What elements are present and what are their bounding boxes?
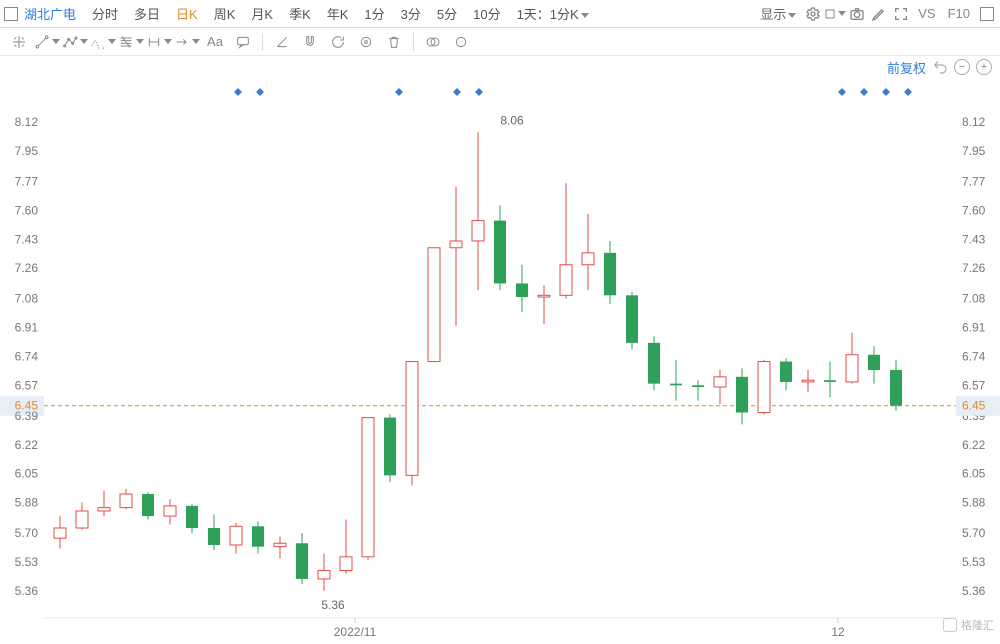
pencil-icon[interactable] bbox=[868, 6, 890, 22]
interval-dropdown[interactable]: 1天：1分K bbox=[509, 4, 597, 23]
watermark: 格隆汇 bbox=[943, 617, 994, 633]
drawing-toolbar: Aa bbox=[0, 28, 1000, 56]
svg-text:8.06: 8.06 bbox=[500, 113, 524, 127]
svg-text:5.70: 5.70 bbox=[962, 526, 986, 540]
undo-icon[interactable] bbox=[932, 59, 948, 75]
svg-text:6.22: 6.22 bbox=[15, 438, 39, 452]
period-tab[interactable]: 3分 bbox=[393, 4, 429, 23]
svg-text:5.36: 5.36 bbox=[15, 584, 39, 598]
svg-text:12: 12 bbox=[831, 625, 845, 639]
svg-text:7.95: 7.95 bbox=[962, 144, 986, 158]
period-tab[interactable]: 月K bbox=[243, 4, 281, 23]
wave-icon[interactable] bbox=[90, 31, 116, 53]
adjust-label[interactable]: 前复权 bbox=[887, 58, 926, 77]
extra-panel-icon[interactable] bbox=[980, 7, 994, 21]
trendline-icon[interactable] bbox=[34, 31, 60, 53]
svg-text:7.08: 7.08 bbox=[15, 292, 39, 306]
f10-button[interactable]: F10 bbox=[942, 6, 976, 21]
svg-text:5.36: 5.36 bbox=[321, 598, 345, 612]
svg-text:5.53: 5.53 bbox=[962, 555, 986, 569]
crosshair-icon[interactable] bbox=[6, 31, 32, 53]
fib-icon[interactable] bbox=[118, 31, 144, 53]
comment-icon[interactable] bbox=[230, 31, 256, 53]
period-tab[interactable]: 1分 bbox=[356, 4, 392, 23]
svg-text:7.08: 7.08 bbox=[962, 292, 986, 306]
svg-text:6.74: 6.74 bbox=[962, 349, 986, 363]
window-icon bbox=[4, 7, 18, 21]
fullscreen-icon[interactable] bbox=[890, 6, 912, 22]
svg-text:6.57: 6.57 bbox=[15, 378, 39, 392]
trash-icon[interactable] bbox=[381, 31, 407, 53]
candlestick-chart[interactable]: 5.36 5.36 5.53 5.53 5.70 5.70 5.88 5.88 6.05 6.05… bbox=[0, 78, 1000, 639]
period-tab[interactable]: 5分 bbox=[429, 4, 465, 23]
svg-text:6.39: 6.39 bbox=[15, 409, 39, 423]
svg-text:8.12: 8.12 bbox=[962, 115, 986, 129]
stock-name[interactable]: 湖北广电 bbox=[24, 4, 76, 23]
period-tab[interactable]: 季K bbox=[281, 4, 319, 23]
svg-text:7.77: 7.77 bbox=[962, 175, 986, 189]
period-tab[interactable]: 周K bbox=[206, 4, 244, 23]
period-tab[interactable]: 日K bbox=[168, 4, 206, 23]
display-dropdown[interactable]: 显示 bbox=[754, 4, 802, 23]
svg-text:5.88: 5.88 bbox=[15, 496, 39, 510]
svg-text:7.60: 7.60 bbox=[962, 203, 986, 217]
svg-text:5.36: 5.36 bbox=[962, 584, 986, 598]
svg-text:6.45: 6.45 bbox=[962, 399, 986, 413]
refresh-icon[interactable] bbox=[325, 31, 351, 53]
camera-icon[interactable] bbox=[846, 6, 868, 22]
svg-text:5.88: 5.88 bbox=[962, 496, 986, 510]
vs-button[interactable]: VS bbox=[912, 6, 941, 21]
svg-text:6.91: 6.91 bbox=[15, 321, 39, 335]
minus-icon[interactable]: − bbox=[954, 59, 970, 75]
plus-icon[interactable]: + bbox=[976, 59, 992, 75]
hollow-circle-icon[interactable] bbox=[448, 31, 474, 53]
period-tab[interactable]: 10分 bbox=[465, 4, 508, 23]
svg-text:6.05: 6.05 bbox=[962, 467, 986, 481]
polyline-icon[interactable] bbox=[62, 31, 88, 53]
svg-text:6.05: 6.05 bbox=[15, 467, 39, 481]
svg-text:7.77: 7.77 bbox=[15, 175, 39, 189]
svg-text:7.95: 7.95 bbox=[15, 144, 39, 158]
arrow-icon[interactable] bbox=[174, 31, 200, 53]
top-tab-bar: 湖北广电 分时多日日K周K月K季K年K1分3分5分10分 1天：1分K 显示 V… bbox=[0, 0, 1000, 28]
angle-icon[interactable] bbox=[269, 31, 295, 53]
overlap-icon[interactable] bbox=[420, 31, 446, 53]
svg-text:5.53: 5.53 bbox=[15, 555, 39, 569]
magnet-icon[interactable] bbox=[297, 31, 323, 53]
svg-text:6.57: 6.57 bbox=[962, 378, 986, 392]
svg-text:2022/11: 2022/11 bbox=[334, 625, 377, 639]
svg-text:8.12: 8.12 bbox=[15, 115, 39, 129]
sub-bar: 前复权 − + bbox=[0, 56, 1000, 78]
svg-text:7.26: 7.26 bbox=[15, 261, 39, 275]
svg-text:7.60: 7.60 bbox=[15, 203, 39, 217]
svg-text:6.22: 6.22 bbox=[962, 438, 986, 452]
svg-text:5.70: 5.70 bbox=[15, 526, 39, 540]
svg-text:7.43: 7.43 bbox=[962, 232, 986, 246]
svg-text:7.26: 7.26 bbox=[962, 261, 986, 275]
target-icon[interactable] bbox=[353, 31, 379, 53]
period-tab[interactable]: 分时 bbox=[84, 4, 126, 23]
period-tab[interactable]: 多日 bbox=[126, 4, 168, 23]
gear-icon[interactable] bbox=[802, 6, 824, 22]
layout-icon[interactable] bbox=[824, 6, 846, 22]
period-tab[interactable]: 年K bbox=[319, 4, 357, 23]
range-icon[interactable] bbox=[146, 31, 172, 53]
svg-text:6.91: 6.91 bbox=[962, 321, 986, 335]
svg-text:7.43: 7.43 bbox=[15, 232, 39, 246]
svg-text:6.74: 6.74 bbox=[15, 349, 39, 363]
text-icon[interactable]: Aa bbox=[202, 31, 228, 53]
